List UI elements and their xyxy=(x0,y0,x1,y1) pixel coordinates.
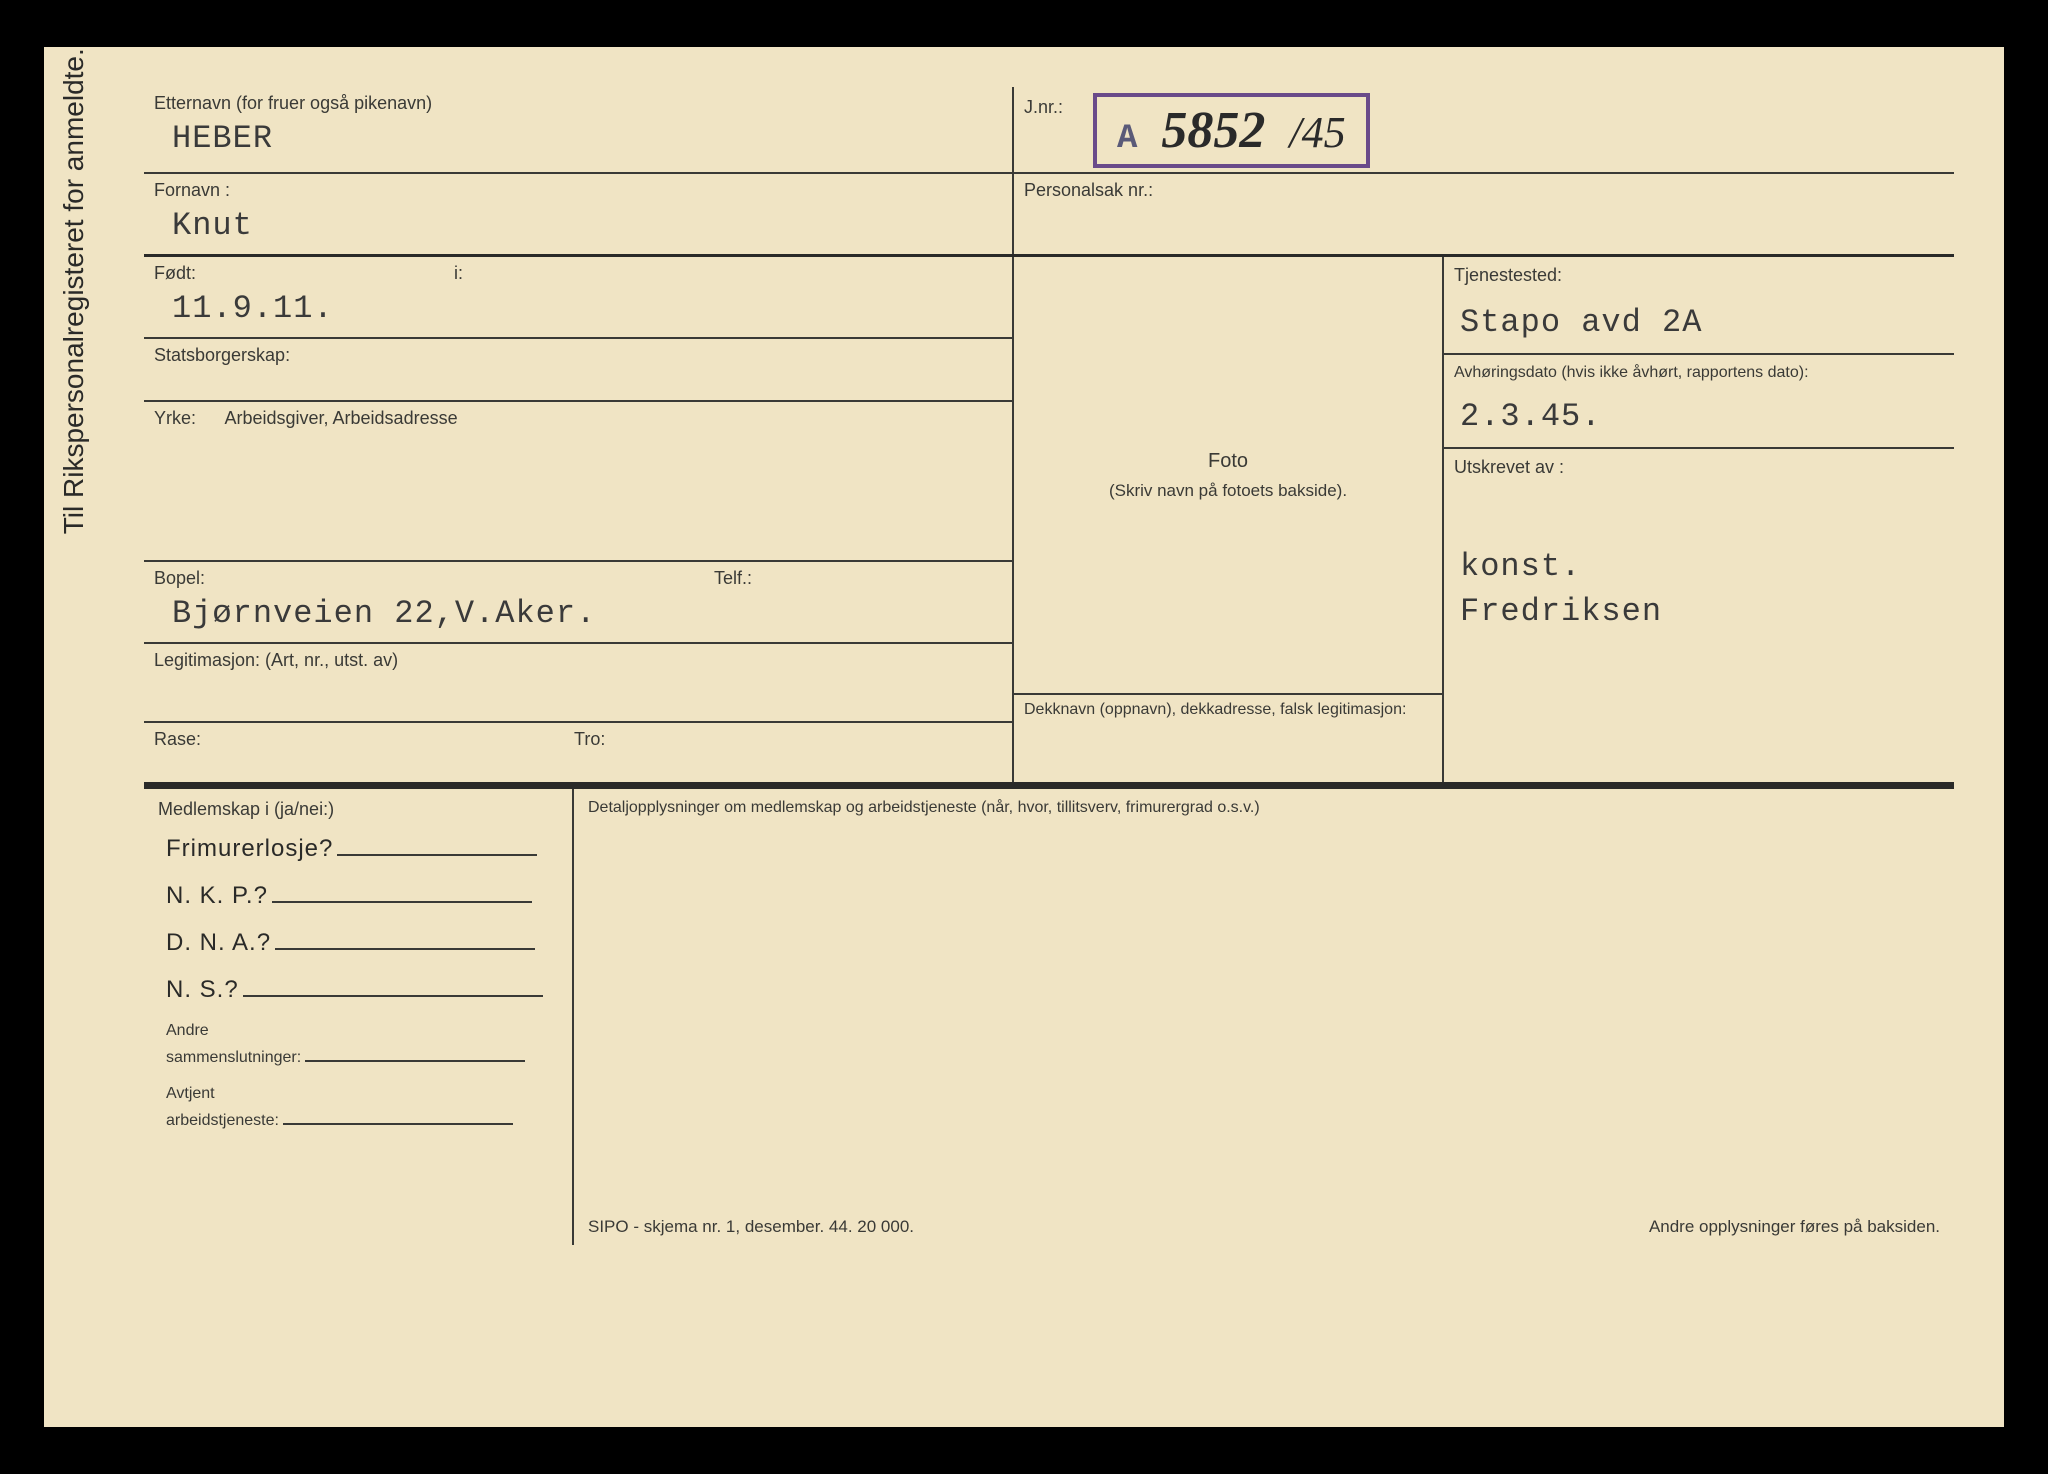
cell-foto-stack: Foto (Skriv navn på fotoets bakside). De… xyxy=(1014,257,1444,782)
label-tjenestested: Tjenestested: xyxy=(1454,265,1944,286)
label-andre: Andre xyxy=(166,1022,558,1040)
label-jnr: J.nr.: xyxy=(1024,93,1063,118)
cell-details: Detaljopplysninger om medlemskap og arbe… xyxy=(574,789,1954,1245)
subrow-yrke: Yrke: Arbeidsgiver, Arbeidsadresse xyxy=(144,402,1012,562)
label-ns: N. S.? xyxy=(166,976,239,1004)
membership-nkp: N. K. P.? xyxy=(166,881,558,910)
label-foto: Foto xyxy=(1014,450,1442,473)
label-dna: D. N. A.? xyxy=(166,929,271,957)
cell-etternavn: Etternavn (for fruer også pikenavn) HEBE… xyxy=(144,87,1014,172)
label-yrke: Yrke: xyxy=(154,408,196,429)
label-rase: Rase: xyxy=(154,729,574,750)
row-middle: Født: 11.9.11. i: Statsborgerskap: Yrke:… xyxy=(144,257,1954,785)
subrow-legitimasjon: Legitimasjon: (Art, nr., utst. av) xyxy=(144,644,1012,723)
label-fodt: Født: xyxy=(154,263,454,284)
value-fodt: 11.9.11. xyxy=(154,290,454,327)
subrow-avhoringsdato: Avhøringsdato (hvis ikke åvhørt, rapport… xyxy=(1444,355,1954,449)
subrow-utskrevet: Utskrevet av : konst. Fredriksen xyxy=(1444,449,1954,642)
cell-jnr: J.nr.: A 5852 /45 xyxy=(1014,87,1954,172)
label-arbeidsgiver: Arbeidsgiver, Arbeidsadresse xyxy=(224,408,457,428)
stamp-prefix: A xyxy=(1117,120,1137,158)
row-fornavn: Fornavn : Knut Personalsak nr.: xyxy=(144,174,1954,257)
label-bopel: Bopel: xyxy=(154,568,714,589)
foto-box: Foto (Skriv navn på fotoets bakside). xyxy=(1014,257,1442,695)
value-avhoringsdato: 2.3.45. xyxy=(1454,398,1944,435)
label-utskrevet: Utskrevet av : xyxy=(1454,457,1944,478)
label-sammenslutninger: sammenslutninger: xyxy=(166,1049,301,1067)
label-legitimasjon: Legitimasjon: (Art, nr., utst. av) xyxy=(154,650,1002,671)
label-fornavn: Fornavn : xyxy=(154,180,1002,201)
vertical-title: Til Rikspersonalregisteret for anmeldte. xyxy=(58,48,90,534)
label-personalsak: Personalsak nr.: xyxy=(1024,180,1944,201)
label-avhoringsdato: Avhøringsdato (hvis ikke åvhørt, rapport… xyxy=(1454,363,1944,384)
subrow-bopel: Bopel: Telf.: Bjørnveien 22,V.Aker. xyxy=(144,562,1012,644)
label-arbeidstjeneste: arbeidstjeneste: xyxy=(166,1112,279,1130)
stamp-number: 5852 xyxy=(1161,101,1265,160)
blank-arbeidstjeneste xyxy=(283,1103,513,1125)
membership-dna: D. N. A.? xyxy=(166,928,558,957)
blank-nkp xyxy=(272,881,532,903)
label-avtjent: Avtjent xyxy=(166,1085,558,1103)
label-foto-sub: (Skriv navn på fotoets bakside). xyxy=(1014,481,1442,501)
membership-avtjent: Avtjent arbeidstjeneste: xyxy=(166,1085,558,1130)
cell-personalsak: Personalsak nr.: xyxy=(1014,174,1954,254)
registration-card: Til Rikspersonalregisteret for anmeldte.… xyxy=(44,47,2004,1427)
label-statsborgerskap: Statsborgerskap: xyxy=(154,345,1002,366)
label-etternavn: Etternavn (for fruer også pikenavn) xyxy=(154,93,1002,114)
subrow-tjenestested: Tjenestested: Stapo avd 2A xyxy=(1444,257,1954,355)
cell-fornavn: Fornavn : Knut xyxy=(144,174,1014,254)
row-surname: Etternavn (for fruer også pikenavn) HEBE… xyxy=(144,87,1954,174)
cell-right-stack: Tjenestested: Stapo avd 2A Avhøringsdato… xyxy=(1444,257,1954,782)
row-bottom: Medlemskap i (ja/nei:) Frimurerlosje? N.… xyxy=(144,785,1954,1245)
footer-row: SIPO - skjema nr. 1, desember. 44. 20 00… xyxy=(588,1217,1940,1237)
value-bopel: Bjørnveien 22,V.Aker. xyxy=(154,595,1002,632)
stamp-year: /45 xyxy=(1289,107,1345,158)
label-frimurer: Frimurerlosje? xyxy=(166,835,333,863)
subrow-statsborgerskap: Statsborgerskap: xyxy=(144,339,1012,402)
blank-ns xyxy=(243,975,543,997)
footer-andre-opplysninger: Andre opplysninger føres på baksiden. xyxy=(1649,1217,1940,1237)
label-medlemskap: Medlemskap i (ja/nei:) xyxy=(158,799,558,820)
form-grid: Etternavn (for fruer også pikenavn) HEBE… xyxy=(144,87,1954,1397)
value-utskrevet1: konst. xyxy=(1454,548,1944,585)
label-detaljopplysninger: Detaljopplysninger om medlemskap og arbe… xyxy=(588,799,1940,817)
label-telf: Telf.: xyxy=(714,568,752,589)
blank-frimurer xyxy=(337,834,537,856)
subrow-rase-tro: Rase: Tro: xyxy=(144,723,1012,782)
blank-dna xyxy=(275,928,535,950)
membership-frimurer: Frimurerlosje? xyxy=(166,834,558,863)
blank-sammenslutninger xyxy=(305,1040,525,1062)
membership-ns: N. S.? xyxy=(166,975,558,1004)
label-fodt-i: i: xyxy=(454,263,1002,284)
label-dekknavn: Dekknavn (oppnavn), dekkadresse, falsk l… xyxy=(1024,701,1432,719)
membership-andre: Andre sammenslutninger: xyxy=(166,1022,558,1067)
label-nkp: N. K. P.? xyxy=(166,882,268,910)
footer-sipo: SIPO - skjema nr. 1, desember. 44. 20 00… xyxy=(588,1217,914,1237)
label-tro: Tro: xyxy=(574,729,605,750)
value-etternavn: HEBER xyxy=(154,120,1002,157)
cell-left-stack: Født: 11.9.11. i: Statsborgerskap: Yrke:… xyxy=(144,257,1014,782)
subrow-fodt: Født: 11.9.11. i: xyxy=(144,257,1012,339)
value-utskrevet2: Fredriksen xyxy=(1454,593,1944,630)
dekknavn-box: Dekknavn (oppnavn), dekkadresse, falsk l… xyxy=(1014,695,1442,725)
stamp-box: A 5852 /45 xyxy=(1093,93,1370,168)
cell-membership: Medlemskap i (ja/nei:) Frimurerlosje? N.… xyxy=(144,789,574,1245)
value-tjenestested: Stapo avd 2A xyxy=(1454,304,1944,341)
value-fornavn: Knut xyxy=(154,207,1002,244)
